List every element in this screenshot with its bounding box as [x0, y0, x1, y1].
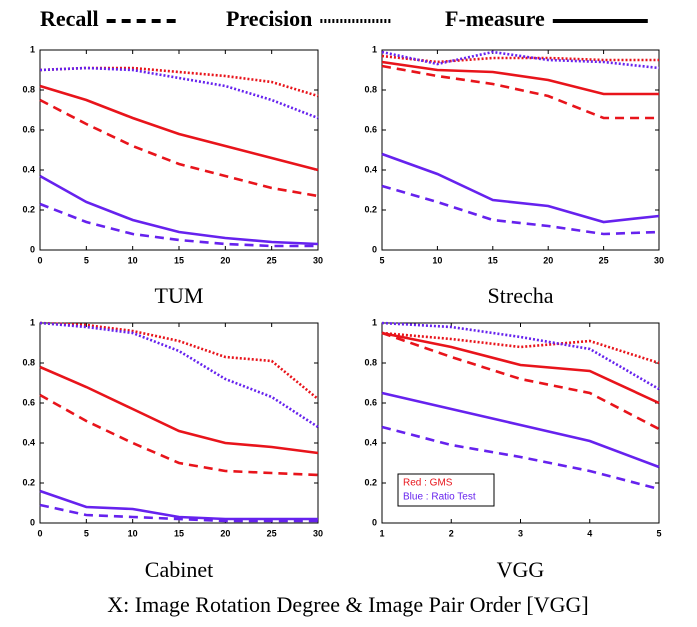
- plot-frame: [39, 49, 319, 251]
- legend-label: F-measure: [445, 6, 545, 31]
- y-tick-label: 0.6: [22, 397, 35, 407]
- series-line: [39, 66, 319, 98]
- series-line: [39, 393, 319, 477]
- x-tick-label: 25: [267, 255, 277, 265]
- x-tick-label: 25: [599, 255, 609, 265]
- panel-title: VGG: [497, 557, 545, 582]
- series-line: [381, 64, 659, 120]
- series-line: [381, 331, 660, 431]
- panel-title: Cabinet: [145, 557, 213, 582]
- y-tick-label: 1: [30, 44, 35, 54]
- series-line: [39, 98, 319, 198]
- y-tick-label: 0.6: [22, 124, 35, 134]
- y-tick-label: 0.8: [22, 357, 35, 367]
- series-line: [381, 425, 660, 491]
- y-tick-label: 0.8: [22, 84, 35, 94]
- x-tick-label: 0: [37, 255, 42, 265]
- y-tick-label: 0: [30, 244, 35, 254]
- x-tick-label: 15: [174, 255, 184, 265]
- series-line: [381, 391, 660, 469]
- legend-label: Recall: [40, 6, 99, 31]
- series-line: [381, 184, 660, 236]
- panel-title: TUM: [155, 283, 204, 308]
- method-legend-box: [397, 473, 495, 507]
- series-line: [381, 331, 660, 405]
- y-tick-label: 0.8: [364, 84, 377, 94]
- x-tick-label: 20: [220, 528, 230, 538]
- y-tick-label: 0.2: [364, 477, 377, 487]
- x-tick-label: 0: [37, 528, 42, 538]
- y-tick-label: 0: [30, 517, 35, 527]
- series-line: [381, 50, 660, 70]
- legend-label: Precision: [226, 6, 312, 31]
- y-tick-label: 0.4: [22, 437, 35, 447]
- series-line: [39, 321, 319, 429]
- series-line: [39, 84, 319, 172]
- y-tick-label: 0: [372, 517, 377, 527]
- plot-frame: [381, 49, 660, 251]
- x-tick-label: 30: [654, 255, 664, 265]
- method-legend-label: Blue : Ratio Test: [403, 492, 476, 503]
- x-tick-label: 5: [379, 255, 384, 265]
- y-tick-label: 1: [372, 317, 377, 327]
- series-line: [39, 66, 319, 120]
- x-tick-label: 2: [449, 528, 454, 538]
- series-line: [39, 365, 319, 455]
- series-line: [381, 321, 660, 391]
- plot-frame: [39, 322, 319, 524]
- x-tick-label: 3: [518, 528, 523, 538]
- x-tick-label: 5: [84, 528, 89, 538]
- x-tick-label: 10: [128, 528, 138, 538]
- series-line: [39, 174, 319, 246]
- series-line: [39, 503, 318, 523]
- y-tick-label: 0.4: [364, 437, 377, 447]
- caption: X: Image Rotation Degree & Image Pair Or…: [107, 592, 588, 617]
- series-line: [381, 331, 660, 365]
- series-line: [39, 489, 318, 521]
- method-legend-label: Red : GMS: [403, 478, 453, 489]
- series-line: [381, 152, 660, 224]
- x-tick-label: 20: [543, 255, 553, 265]
- y-tick-label: 0.6: [364, 397, 377, 407]
- y-tick-label: 0.2: [364, 204, 377, 214]
- y-tick-label: 0.2: [22, 204, 35, 214]
- x-tick-label: 25: [267, 528, 277, 538]
- y-tick-label: 1: [372, 44, 377, 54]
- x-tick-label: 30: [313, 528, 323, 538]
- x-tick-label: 30: [313, 255, 323, 265]
- x-tick-label: 5: [84, 255, 89, 265]
- series-line: [39, 321, 319, 401]
- y-tick-label: 1: [30, 317, 35, 327]
- x-tick-label: 10: [128, 255, 138, 265]
- y-tick-label: 0.6: [364, 124, 377, 134]
- x-tick-label: 1: [379, 528, 384, 538]
- y-tick-label: 0.4: [364, 164, 377, 174]
- series-line: [39, 202, 318, 248]
- x-tick-label: 10: [432, 255, 442, 265]
- x-tick-label: 5: [656, 528, 661, 538]
- x-tick-label: 15: [488, 255, 498, 265]
- panel-title: Strecha: [488, 283, 554, 308]
- x-tick-label: 15: [174, 528, 184, 538]
- x-tick-label: 4: [587, 528, 592, 538]
- series-line: [381, 60, 659, 96]
- y-tick-label: 0: [372, 244, 377, 254]
- y-tick-label: 0.8: [364, 357, 377, 367]
- x-tick-label: 20: [220, 255, 230, 265]
- y-tick-label: 0.2: [22, 477, 35, 487]
- y-tick-label: 0.4: [22, 164, 35, 174]
